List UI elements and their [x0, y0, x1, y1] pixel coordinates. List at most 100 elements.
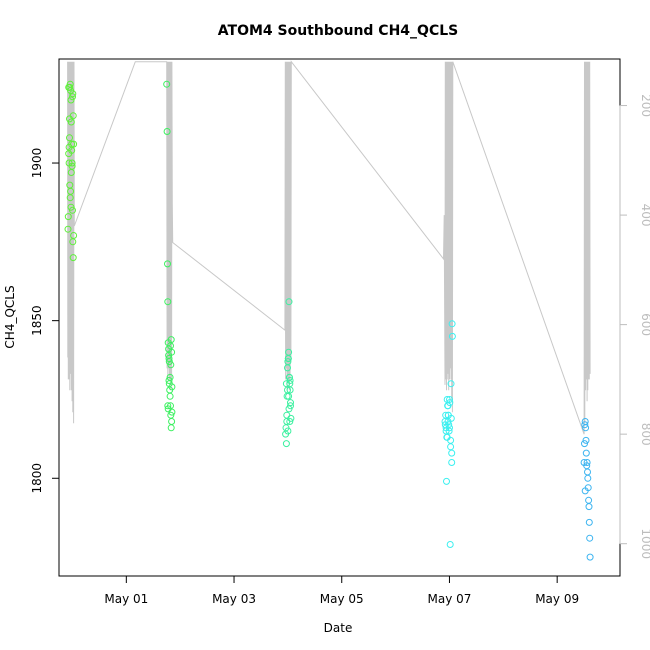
chart-title: ATOM4 Southbound CH4_QCLS — [218, 23, 458, 39]
data-point — [286, 386, 294, 394]
data-point — [585, 518, 593, 526]
points-layer — [64, 80, 594, 561]
data-point — [447, 443, 455, 451]
y-right-tick-label: 200 — [639, 94, 650, 117]
data-point — [446, 541, 454, 548]
x-tick-label: May 05 — [320, 592, 364, 606]
data-point — [64, 213, 72, 221]
data-point — [285, 392, 293, 400]
data-point — [443, 477, 450, 485]
data-point — [68, 146, 76, 154]
data-point — [586, 553, 594, 561]
data-point — [584, 468, 591, 476]
data-point — [167, 361, 175, 369]
y-right-tick-label: 600 — [639, 313, 650, 336]
data-point — [583, 459, 591, 466]
data-point — [166, 373, 174, 381]
data-point — [164, 405, 172, 413]
data-point — [582, 424, 590, 432]
data-point — [70, 232, 78, 239]
data-point — [285, 373, 293, 381]
data-point — [448, 459, 456, 466]
data-point — [282, 380, 290, 388]
data-point — [165, 355, 173, 362]
data-point — [67, 96, 75, 104]
data-point — [164, 298, 172, 306]
y-tick-label: 1900 — [30, 148, 44, 179]
data-point — [284, 364, 291, 372]
data-point — [446, 396, 453, 403]
data-point — [165, 358, 173, 366]
x-axis: May 01 May 03 May 05 May 07 May 09 — [104, 575, 579, 606]
y-right-tick-label: 400 — [639, 204, 650, 227]
data-point — [447, 380, 455, 388]
data-point — [163, 128, 171, 135]
data-point — [286, 418, 294, 425]
data-point — [287, 399, 294, 407]
y-right-tick-label: 1000 — [639, 528, 650, 559]
y-axis-label: CH4_QCLS — [3, 285, 17, 348]
data-point — [586, 534, 594, 542]
data-point — [69, 254, 77, 262]
data-point — [448, 332, 456, 340]
data-point — [581, 421, 589, 429]
data-point — [66, 134, 73, 142]
y-tick-label: 1850 — [30, 305, 44, 336]
data-point — [284, 355, 292, 362]
data-point — [165, 377, 173, 384]
data-point — [283, 411, 291, 419]
y-right-tick-label: 800 — [639, 423, 650, 446]
y-axis-left: 1800 1850 1900 — [30, 148, 60, 494]
x-tick-label: May 07 — [428, 592, 472, 606]
data-point — [67, 187, 75, 195]
y-tick-label: 1800 — [30, 463, 44, 494]
data-point — [582, 436, 590, 444]
data-point — [582, 449, 590, 457]
data-point — [448, 320, 456, 328]
data-point — [442, 424, 450, 432]
data-point — [282, 440, 290, 448]
data-point — [164, 402, 172, 410]
pressure-trace-layer — [67, 60, 591, 435]
data-point — [67, 203, 75, 211]
data-point — [70, 140, 78, 148]
data-point — [581, 440, 588, 448]
data-point — [442, 411, 450, 419]
data-point — [69, 90, 77, 98]
data-point — [164, 260, 171, 268]
data-point — [285, 298, 293, 306]
x-tick-label: May 03 — [212, 592, 256, 606]
data-point — [166, 392, 174, 400]
data-point — [585, 496, 593, 504]
data-point — [285, 405, 293, 413]
data-point — [444, 411, 452, 419]
data-point — [67, 118, 75, 126]
data-point — [167, 424, 175, 432]
data-point — [163, 80, 171, 88]
data-point — [65, 159, 73, 167]
data-point — [67, 169, 75, 176]
x-tick-label: May 01 — [104, 592, 148, 606]
x-axis-label: Date — [324, 621, 353, 635]
data-point — [585, 503, 593, 511]
data-point — [65, 83, 73, 91]
data-point — [443, 433, 451, 441]
data-point — [581, 487, 589, 495]
data-point — [168, 383, 176, 391]
data-point — [69, 112, 77, 120]
pressure-trace-line — [67, 60, 591, 435]
data-point — [584, 474, 592, 482]
data-point — [168, 348, 176, 356]
data-point — [68, 159, 76, 167]
plot-frame — [58, 58, 621, 577]
data-point — [446, 424, 453, 432]
data-point — [64, 225, 72, 233]
data-point — [284, 427, 292, 435]
data-point — [444, 402, 452, 410]
data-point — [448, 449, 456, 457]
data-point — [69, 93, 76, 101]
data-point — [168, 418, 176, 425]
x-tick-label: May 09 — [535, 592, 579, 606]
y-axis-right: 200 400 600 800 1000 — [619, 94, 650, 559]
